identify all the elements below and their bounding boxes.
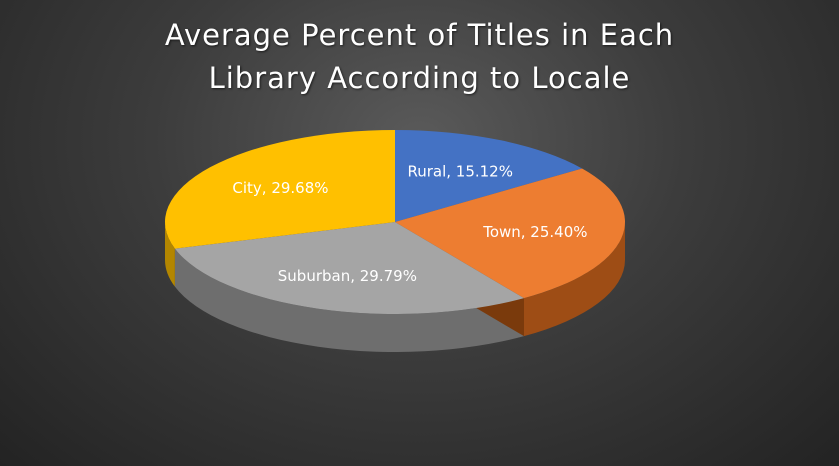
data-label-rural: Rural, 15.12% [407, 162, 513, 180]
chart-title: Average Percent of Titles in Each Librar… [0, 14, 839, 100]
pie-data-labels: Rural, 15.12% Town, 25.40% Suburban, 29.79… [232, 162, 587, 284]
pie-slice-city [165, 130, 395, 249]
pie-slice-suburban [174, 222, 524, 314]
pie-slice-rural [395, 130, 583, 222]
data-label-town: Town, 25.40% [482, 223, 587, 241]
pie-slice-town [395, 168, 625, 299]
pie-side-suburban [174, 248, 524, 352]
data-label-city: City, 29.68% [232, 179, 328, 197]
data-label-suburban: Suburban, 29.79% [278, 267, 417, 285]
chart-title-line-1: Average Percent of Titles in Each [164, 18, 675, 52]
pie-side-city [165, 222, 175, 287]
pie-top-faces [165, 130, 625, 314]
pie-side-town [523, 222, 625, 337]
chart-title-line-2: Library According to Locale [208, 61, 631, 95]
